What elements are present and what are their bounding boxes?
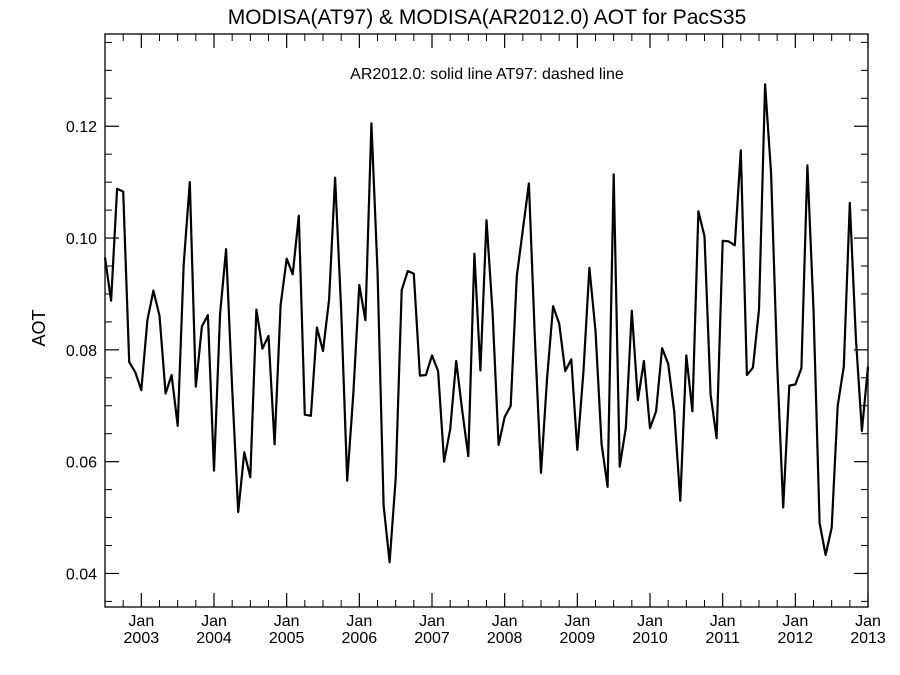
- x-tick-month-label: Jan: [637, 613, 663, 630]
- x-tick-month-label: Jan: [419, 613, 445, 630]
- x-tick-month-label: Jan: [710, 613, 736, 630]
- x-tick-month-label: Jan: [346, 613, 372, 630]
- y-axis-label: AOT: [29, 309, 49, 346]
- x-tick-year-label: 2013: [850, 630, 886, 647]
- x-tick-year-label: 2003: [124, 630, 160, 647]
- y-tick-label: 0.10: [66, 231, 97, 248]
- x-tick-month-label: Jan: [492, 613, 518, 630]
- x-tick-year-label: 2004: [196, 630, 232, 647]
- x-tick-year-label: 2011: [705, 630, 740, 647]
- x-tick-year-label: 2010: [632, 630, 668, 647]
- x-tick-month-label: Jan: [855, 613, 881, 630]
- x-tick-year-label: 2005: [269, 630, 305, 647]
- x-tick-year-label: 2008: [487, 630, 523, 647]
- x-tick-year-label: 2009: [560, 630, 596, 647]
- y-tick-label: 0.08: [66, 343, 97, 360]
- x-tick-year-label: 2006: [342, 630, 378, 647]
- chart-title: MODISA(AT97) & MODISA(AR2012.0) AOT for …: [228, 6, 747, 29]
- x-tick-month-label: Jan: [201, 613, 227, 630]
- x-tick-month-label: Jan: [782, 613, 808, 630]
- x-tick-month-label: Jan: [128, 613, 154, 630]
- x-tick-month-label: Jan: [564, 613, 590, 630]
- chart-annotation: AR2012.0: solid line AT97: dashed line: [350, 66, 624, 83]
- x-tick-year-label: 2007: [414, 630, 450, 647]
- x-tick-year-label: 2012: [778, 630, 814, 647]
- y-tick-label: 0.12: [66, 119, 97, 136]
- y-tick-label: 0.06: [66, 455, 97, 472]
- x-tick-month-label: Jan: [274, 613, 300, 630]
- series-line-solid: [103, 83, 870, 564]
- y-tick-label: 0.04: [66, 566, 97, 583]
